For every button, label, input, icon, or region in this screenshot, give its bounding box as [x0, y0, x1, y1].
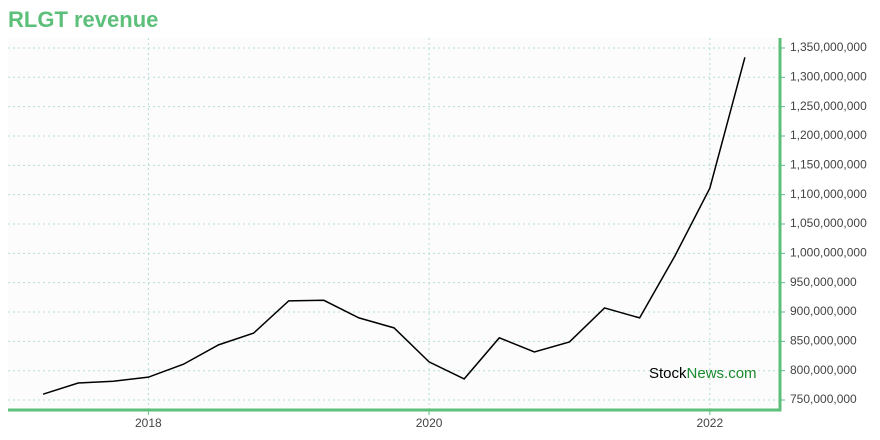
- y-tick-label: 1,200,000,000: [790, 128, 867, 142]
- chart-title: RLGT revenue: [8, 7, 158, 32]
- y-tick-label: 950,000,000: [790, 275, 857, 289]
- x-tick-label: 2020: [416, 416, 443, 430]
- y-tick-label: 1,300,000,000: [790, 69, 867, 83]
- x-tick-label: 2022: [696, 416, 723, 430]
- y-tick-label: 1,000,000,000: [790, 246, 867, 260]
- y-tick-label: 1,250,000,000: [790, 99, 867, 113]
- x-tick-label: 2018: [135, 416, 162, 430]
- y-tick-label: 750,000,000: [790, 392, 857, 406]
- watermark: StockNews.com: [649, 365, 757, 382]
- y-tick-label: 1,350,000,000: [790, 40, 867, 54]
- watermark-part: Stock: [649, 365, 687, 382]
- y-tick-label: 1,050,000,000: [790, 216, 867, 230]
- watermark-part: News.com: [687, 365, 757, 382]
- y-tick-label: 1,150,000,000: [790, 157, 867, 171]
- y-tick-label: 850,000,000: [790, 334, 857, 348]
- line: [42, 57, 746, 395]
- y-tick-label: 1,100,000,000: [790, 187, 867, 201]
- y-tick-label: 900,000,000: [790, 304, 857, 318]
- y-tick-label: 800,000,000: [790, 363, 857, 377]
